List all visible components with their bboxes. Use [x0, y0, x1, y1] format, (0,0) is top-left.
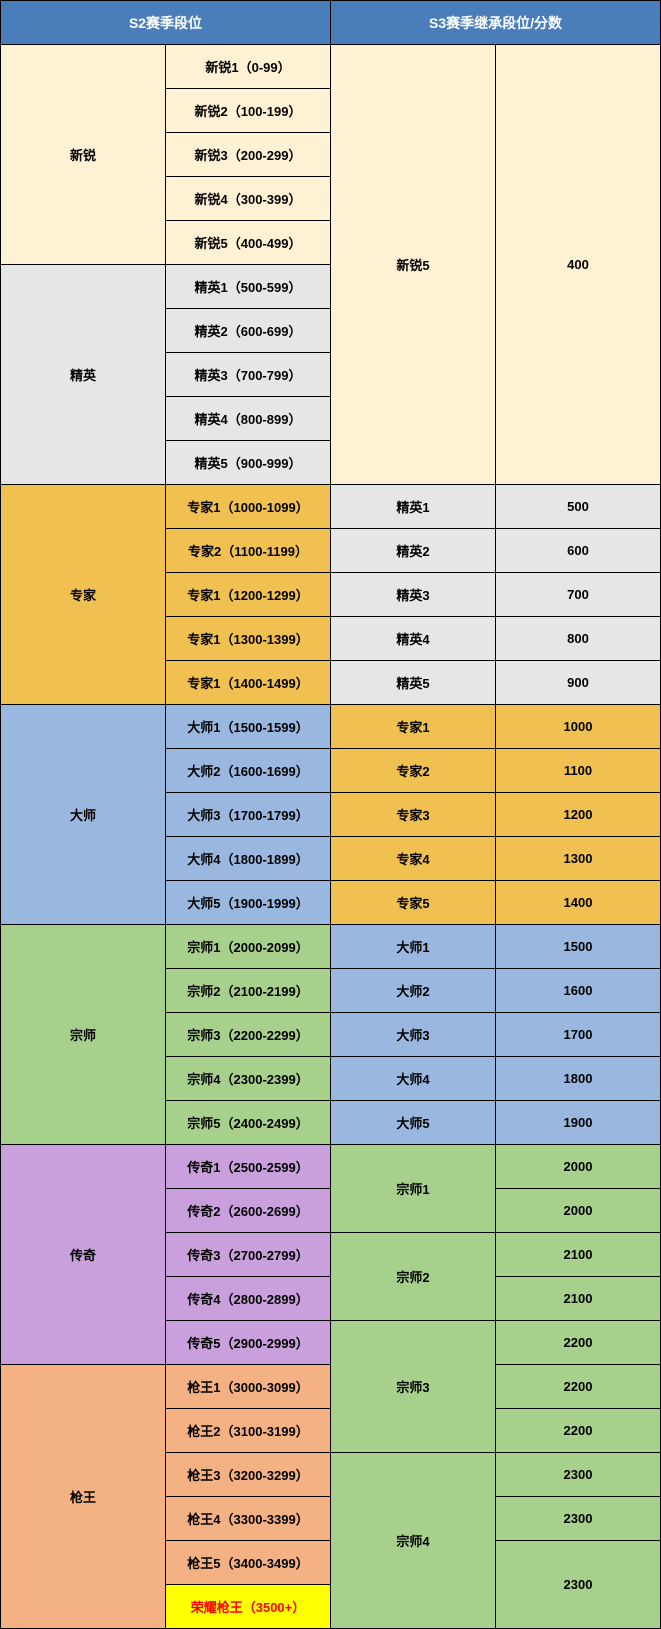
inherit-score: 700	[496, 573, 661, 617]
sub-cell: 精英4（800-899）	[166, 397, 331, 441]
sub-cell: 传奇3（2700-2799）	[166, 1233, 331, 1277]
inherit-rank: 宗师1	[331, 1145, 496, 1233]
inherit-score: 1400	[496, 881, 661, 925]
inherit-score: 2100	[496, 1277, 661, 1321]
inherit-rank: 专家1	[331, 705, 496, 749]
inherit-score: 1600	[496, 969, 661, 1013]
sub-cell: 枪王1（3000-3099）	[166, 1365, 331, 1409]
tier-chuanqi: 传奇	[1, 1145, 166, 1365]
tier-qiangwang: 枪王	[1, 1365, 166, 1629]
inherit-rank: 大师2	[331, 969, 496, 1013]
inherit-score: 2100	[496, 1233, 661, 1277]
sub-cell: 传奇4（2800-2899）	[166, 1277, 331, 1321]
inherit-score: 1500	[496, 925, 661, 969]
sub-cell: 大师3（1700-1799）	[166, 793, 331, 837]
sub-cell: 枪王4（3300-3399）	[166, 1497, 331, 1541]
tier-jingying: 精英	[1, 265, 166, 485]
inherit-score: 1300	[496, 837, 661, 881]
sub-cell: 精英1（500-599）	[166, 265, 331, 309]
sub-cell: 大师4（1800-1899）	[166, 837, 331, 881]
inherit-rank: 精英1	[331, 485, 496, 529]
sub-cell: 宗师3（2200-2299）	[166, 1013, 331, 1057]
tier-zhuanjia: 专家	[1, 485, 166, 705]
sub-cell: 新锐3（200-299）	[166, 133, 331, 177]
inherit-rank: 大师5	[331, 1101, 496, 1145]
sub-cell: 枪王3（3200-3299）	[166, 1453, 331, 1497]
sub-cell: 宗师5（2400-2499）	[166, 1101, 331, 1145]
sub-cell: 传奇5（2900-2999）	[166, 1321, 331, 1365]
inherit-rank: 宗师2	[331, 1233, 496, 1321]
sub-cell: 精英2（600-699）	[166, 309, 331, 353]
header-right: S3赛季继承段位/分数	[331, 1, 661, 45]
tier-zongshi: 宗师	[1, 925, 166, 1145]
sub-cell: 专家1（1200-1299）	[166, 573, 331, 617]
inherit-rank: 专家3	[331, 793, 496, 837]
inherit-score: 1000	[496, 705, 661, 749]
header-left: S2赛季段位	[1, 1, 331, 45]
table-row: 宗师 宗师1（2000-2099） 大师1 1500	[1, 925, 661, 969]
inherit-score: 2000	[496, 1189, 661, 1233]
sub-cell: 专家2（1100-1199）	[166, 529, 331, 573]
inherit-rank: 大师1	[331, 925, 496, 969]
sub-cell: 新锐5（400-499）	[166, 221, 331, 265]
sub-cell: 专家1（1300-1399）	[166, 617, 331, 661]
inherit-score: 500	[496, 485, 661, 529]
inherit-score: 1800	[496, 1057, 661, 1101]
sub-cell-rongyao: 荣耀枪王（3500+）	[166, 1585, 331, 1629]
sub-cell: 大师5（1900-1999）	[166, 881, 331, 925]
sub-cell: 新锐2（100-199）	[166, 89, 331, 133]
inherit-rank: 专家4	[331, 837, 496, 881]
tier-xinrui: 新锐	[1, 45, 166, 265]
inherit-score: 2200	[496, 1365, 661, 1409]
sub-cell: 专家1（1000-1099）	[166, 485, 331, 529]
inherit-rank: 宗师4	[331, 1453, 496, 1629]
sub-cell: 精英5（900-999）	[166, 441, 331, 485]
inherit-rank: 新锐5	[331, 45, 496, 485]
inherit-score: 800	[496, 617, 661, 661]
inherit-score: 2000	[496, 1145, 661, 1189]
table-row: 大师 大师1（1500-1599） 专家1 1000	[1, 705, 661, 749]
sub-cell: 大师2（1600-1699）	[166, 749, 331, 793]
inherit-score: 2300	[496, 1497, 661, 1541]
sub-cell: 新锐1（0-99）	[166, 45, 331, 89]
rank-inherit-table: S2赛季段位 S3赛季继承段位/分数 新锐 新锐1（0-99） 新锐5 400 …	[0, 0, 661, 1629]
table-row: 传奇 传奇1（2500-2599） 宗师1 2000	[1, 1145, 661, 1189]
inherit-score: 2300	[496, 1453, 661, 1497]
inherit-score: 2200	[496, 1321, 661, 1365]
sub-cell: 宗师4（2300-2399）	[166, 1057, 331, 1101]
inherit-score: 2300	[496, 1541, 661, 1629]
inherit-rank: 精英2	[331, 529, 496, 573]
inherit-score: 1200	[496, 793, 661, 837]
table-row: 新锐 新锐1（0-99） 新锐5 400	[1, 45, 661, 89]
sub-cell: 专家1（1400-1499）	[166, 661, 331, 705]
inherit-rank: 大师4	[331, 1057, 496, 1101]
inherit-rank: 专家2	[331, 749, 496, 793]
inherit-score: 2200	[496, 1409, 661, 1453]
sub-cell: 宗师2（2100-2199）	[166, 969, 331, 1013]
inherit-score: 1700	[496, 1013, 661, 1057]
inherit-rank: 宗师3	[331, 1321, 496, 1453]
inherit-score: 900	[496, 661, 661, 705]
inherit-score: 400	[496, 45, 661, 485]
sub-cell: 精英3（700-799）	[166, 353, 331, 397]
inherit-rank: 专家5	[331, 881, 496, 925]
inherit-rank: 精英5	[331, 661, 496, 705]
inherit-rank: 精英4	[331, 617, 496, 661]
sub-cell: 新锐4（300-399）	[166, 177, 331, 221]
inherit-score: 1900	[496, 1101, 661, 1145]
table-row: 专家 专家1（1000-1099） 精英1 500	[1, 485, 661, 529]
inherit-rank: 精英3	[331, 573, 496, 617]
tier-dashi: 大师	[1, 705, 166, 925]
sub-cell: 大师1（1500-1599）	[166, 705, 331, 749]
sub-cell: 枪王2（3100-3199）	[166, 1409, 331, 1453]
sub-cell: 传奇2（2600-2699）	[166, 1189, 331, 1233]
sub-cell: 枪王5（3400-3499）	[166, 1541, 331, 1585]
inherit-rank: 大师3	[331, 1013, 496, 1057]
sub-cell: 宗师1（2000-2099）	[166, 925, 331, 969]
inherit-score: 600	[496, 529, 661, 573]
inherit-score: 1100	[496, 749, 661, 793]
sub-cell: 传奇1（2500-2599）	[166, 1145, 331, 1189]
